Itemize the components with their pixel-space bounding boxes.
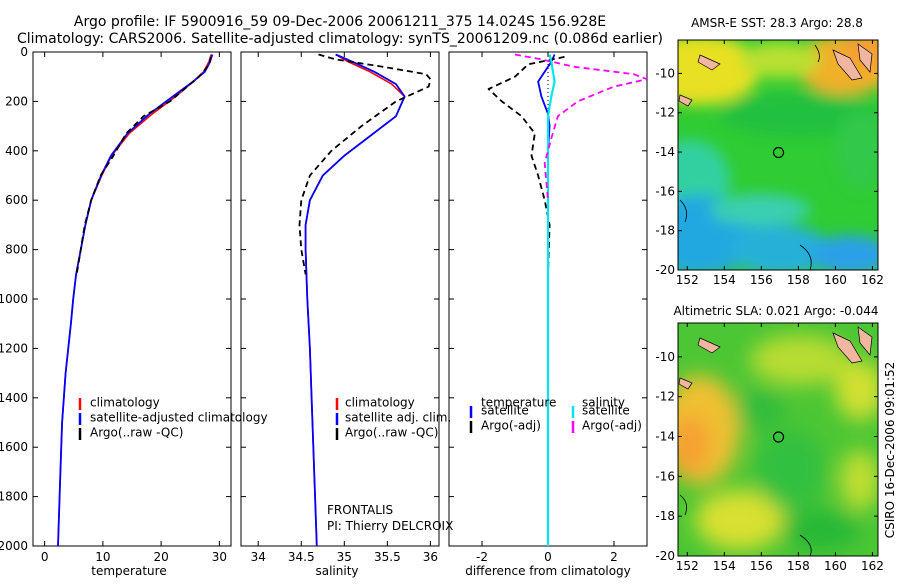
map-y-tick-label: -16 — [655, 184, 675, 198]
series-line-temperature-argo-adj- — [487, 56, 565, 275]
y-tick-label: 1400 — [0, 391, 28, 405]
map-y-tick-label: -14 — [655, 430, 675, 444]
series-line-climatology — [304, 53, 406, 546]
series-line-argo-raw-qc- — [75, 56, 212, 275]
map-x-tick-label: 162 — [861, 559, 884, 573]
y-tick-label: 600 — [5, 193, 28, 207]
map-x-tick-label: 152 — [676, 559, 699, 573]
map-y-tick-label: -20 — [655, 263, 675, 277]
map-x-tick-label: 152 — [676, 273, 699, 287]
sla-map: Altimetric SLA: 0.021 Argo: -0.044 — [655, 304, 884, 573]
map-x-tick-label: 160 — [824, 559, 847, 573]
x-tick-label: 35 — [337, 550, 352, 564]
y-tick-label: 0 — [20, 45, 28, 59]
legend-label-climatology: climatology — [345, 396, 415, 410]
legend-label-satellite-adj: satellite-adjusted climatology — [90, 411, 268, 425]
sst-field — [678, 40, 878, 270]
legend-label-argo: Argo(..raw -QC) — [90, 426, 183, 440]
temperature-xlabel: temperature — [91, 564, 166, 578]
difference-panel: -2 0 2 difference from climatology tempera… — [448, 51, 648, 578]
x-tick-label: 0 — [41, 550, 49, 564]
x-tick-label: -2 — [476, 550, 488, 564]
timestamp-stamp: CSIRO 16-Dec-2006 09:01:52 — [883, 362, 897, 539]
map-x-tick-label: 154 — [713, 273, 736, 287]
salinity-panel: 34 34.5 35 35.5 36 salinity climatology sate… — [240, 51, 453, 578]
map-x-tick-label: 156 — [750, 559, 773, 573]
map-y-tick-label: -18 — [655, 509, 675, 523]
map-y-tick-label: -14 — [655, 145, 675, 159]
sla-map-title: Altimetric SLA: 0.021 Argo: -0.044 — [673, 304, 878, 318]
map-x-tick-label: 154 — [713, 559, 736, 573]
x-tick-label: 10 — [95, 550, 110, 564]
sst-map: AMSR-E SST: 28.3 Argo: 28.8 — [655, 16, 884, 287]
legend-label-climatology: climatology — [90, 396, 160, 410]
map-y-tick-label: -12 — [655, 390, 675, 404]
y-tick-label: 2000 — [0, 539, 28, 553]
y-tick-label: 1600 — [0, 440, 28, 454]
series-line-satellite-adj-clim- — [304, 53, 406, 546]
map-x-tick-label: 158 — [787, 559, 810, 573]
x-tick-label: 20 — [153, 550, 168, 564]
y-tick-label: 1000 — [0, 292, 28, 306]
x-tick-label: 36 — [423, 550, 438, 564]
legend-label-temp-argo: Argo(-adj) — [481, 419, 541, 433]
map-y-tick-label: -16 — [655, 469, 675, 483]
y-tick-label: 200 — [5, 94, 28, 108]
x-tick-label: 34 — [251, 550, 266, 564]
temperature-legend: climatology satellite-adjusted climatolo… — [78, 396, 268, 440]
map-y-tick-label: -18 — [655, 224, 675, 238]
sst-map-frame — [677, 39, 879, 271]
map-y-tick-label: -12 — [655, 106, 675, 120]
map-y-tick-label: -10 — [655, 350, 675, 364]
map-y-tick-label: -10 — [655, 66, 675, 80]
difference-xlabel: difference from climatology — [465, 564, 631, 578]
series-line-salinity-argo-adj- — [514, 53, 647, 201]
salinity-xlabel: salinity — [315, 564, 358, 578]
y-tick-label: 400 — [5, 144, 28, 158]
series-line-argo-raw-qc- — [298, 53, 432, 275]
legend-heading-temperature: temperature — [481, 396, 556, 410]
sla-map-frame — [677, 322, 879, 557]
sst-map-title: AMSR-E SST: 28.3 Argo: 28.8 — [691, 16, 863, 30]
y-tick-label: 800 — [5, 243, 28, 257]
y-tick-label: 1800 — [0, 490, 28, 504]
map-x-tick-label: 160 — [824, 273, 847, 287]
figure-title-line2: Climatology: CARS2006. Satellite-adjuste… — [17, 31, 663, 47]
map-x-tick-label: 156 — [750, 273, 773, 287]
y-tick-label: 1200 — [0, 341, 28, 355]
map-x-tick-label: 158 — [787, 273, 810, 287]
legend-label-temp-satellite: satellite — [481, 404, 529, 418]
x-tick-label: 0 — [544, 550, 552, 564]
legend-label-sal-satellite: satellite — [582, 404, 630, 418]
figure-title-line1: Argo profile: IF 5900916_59 09-Dec-2006 … — [74, 14, 606, 30]
argo-position-marker — [772, 431, 785, 443]
salinity-panel-frame — [240, 51, 440, 547]
float-pi: PI: Thierry DELCROIX — [327, 519, 453, 533]
x-tick-label: 34.5 — [288, 550, 315, 564]
difference-legend: temperature satellite Argo(-adj) salinit… — [469, 396, 642, 433]
sla-field — [678, 323, 878, 556]
temperature-panel: 0 10 20 30 0 200 400 600 800 1000 1200 1400 1600 1800… — [0, 45, 268, 578]
float-project: FRONTALIS — [327, 503, 393, 517]
legend-label-argo: Argo(..raw -QC) — [345, 426, 438, 440]
temperature-panel-frame — [32, 51, 232, 547]
legend-label-satellite-adj: satellite adj. clim. — [345, 411, 451, 425]
series-line-salinity-satellite — [546, 54, 556, 546]
series-line-temperature-satellite — [537, 54, 556, 546]
legend-label-sal-argo: Argo(-adj) — [582, 419, 642, 433]
x-tick-label: 30 — [212, 550, 227, 564]
salinity-legend: climatology satellite adj. clim. Argo(..… — [335, 396, 451, 440]
x-tick-label: 2 — [610, 550, 618, 564]
legend-heading-salinity: salinity — [582, 396, 625, 410]
map-y-tick-label: -20 — [655, 549, 675, 563]
x-tick-label: 35.5 — [374, 550, 401, 564]
argo-position-marker — [772, 146, 785, 159]
map-x-tick-label: 162 — [861, 273, 884, 287]
